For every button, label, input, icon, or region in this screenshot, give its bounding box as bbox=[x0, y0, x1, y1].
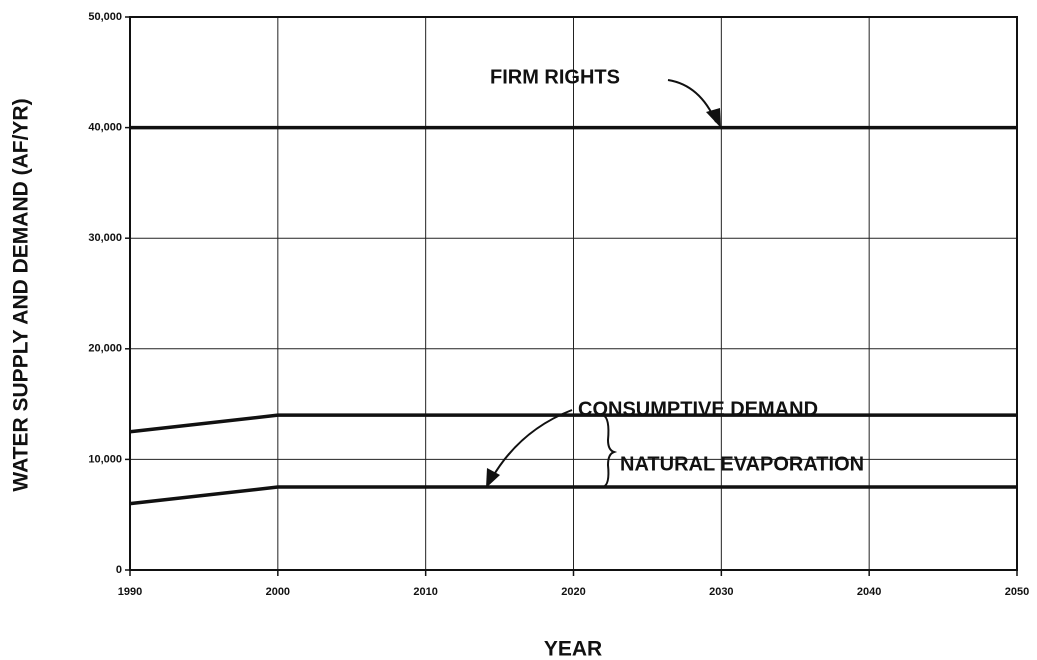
annotation: FIRM RIGHTS bbox=[490, 66, 620, 88]
annotation-arrow bbox=[667, 79, 717, 123]
y-tick-label: 0 bbox=[116, 564, 122, 576]
y-tick-label: 20,000 bbox=[88, 343, 122, 355]
annotation: NATURAL EVAPORATION bbox=[620, 453, 864, 475]
x-axis-title: YEAR bbox=[544, 638, 602, 660]
x-tick-label: 2010 bbox=[413, 586, 437, 598]
y-tick-label: 50,000 bbox=[88, 11, 122, 23]
y-tick-label: 30,000 bbox=[88, 232, 122, 244]
x-tick-label: 2030 bbox=[709, 586, 733, 598]
x-tick-label: 2040 bbox=[857, 586, 881, 598]
y-tick-label: 10,000 bbox=[88, 453, 122, 465]
arrow-head bbox=[486, 468, 500, 488]
x-tick-label: 2050 bbox=[1005, 586, 1029, 598]
annotation: CONSUMPTIVE DEMAND bbox=[578, 398, 818, 420]
data-line bbox=[129, 413, 1017, 434]
annotation-arrow bbox=[491, 409, 573, 479]
data-line bbox=[129, 485, 1017, 506]
x-tick-label: 2020 bbox=[561, 586, 585, 598]
x-tick-label: 2000 bbox=[266, 586, 290, 598]
y-tick-label: 40,000 bbox=[88, 122, 122, 134]
plot-frame bbox=[129, 16, 1018, 571]
arrow-head bbox=[706, 108, 721, 128]
y-axis-title: WATER SUPPLY AND DEMAND (AF/YR) bbox=[10, 98, 33, 491]
x-tick-label: 1990 bbox=[118, 586, 142, 598]
bracket bbox=[602, 414, 618, 488]
